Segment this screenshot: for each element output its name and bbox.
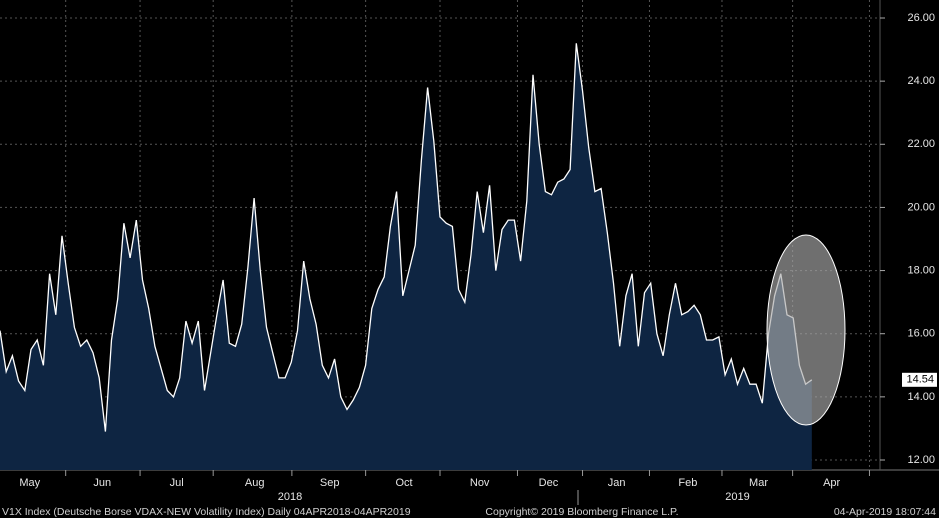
line [0, 43, 813, 432]
y-tick-label: 26.00 [907, 12, 935, 24]
area [0, 43, 812, 471]
x-tick-label: Feb [678, 477, 697, 489]
x-tick-label: Oct [395, 477, 412, 489]
x-tick-label: Dec [539, 477, 559, 489]
x-tick-label: Mar [749, 477, 768, 489]
last-value-label: 14.54 [906, 374, 934, 386]
year-label: 2018 [278, 491, 302, 503]
x-tick-label: Aug [245, 477, 265, 489]
footer-right: 04-Apr-2019 18:07:44 [834, 506, 936, 518]
y-tick-label: 16.00 [907, 328, 935, 340]
x-tick-label: Nov [470, 477, 490, 489]
highlight [766, 234, 846, 426]
x-tick-label: Jan [608, 477, 626, 489]
y-tick-label: 18.00 [907, 264, 935, 276]
y-tick-label: 14.00 [907, 391, 935, 403]
footer-center: Copyright© 2019 Bloomberg Finance L.P. [485, 506, 678, 518]
footer-left: V1X Index (Deutsche Borse VDAX-NEW Volat… [2, 506, 411, 518]
x-tick-label: Jul [170, 477, 184, 489]
y-tick-label: 24.00 [907, 75, 935, 87]
y-tick-label: 20.00 [907, 201, 935, 213]
x-tick-label: May [19, 477, 40, 489]
plot [0, 0, 880, 471]
last-value-box [902, 372, 937, 387]
y-tick-label: 22.00 [907, 138, 935, 150]
y-tick-label: 12.00 [907, 454, 935, 466]
x-tick-label: Sep [320, 477, 340, 489]
x-tick-label: Apr [823, 477, 840, 489]
x-tick-label: Jun [93, 477, 111, 489]
year-label: 2019 [725, 491, 749, 503]
